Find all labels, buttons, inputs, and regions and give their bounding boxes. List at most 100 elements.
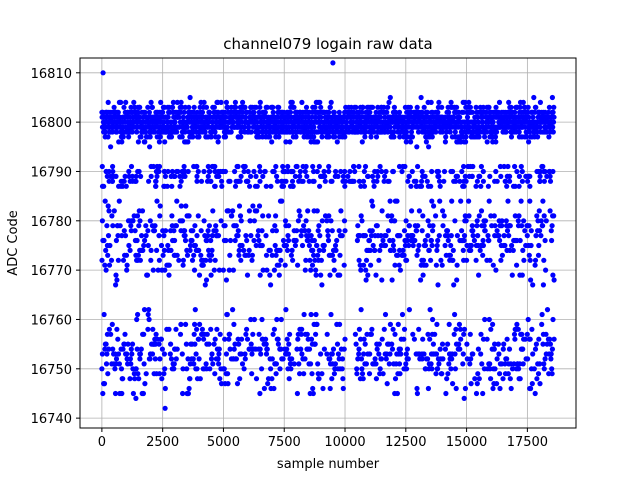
data-point	[232, 168, 238, 175]
data-point	[401, 326, 408, 332]
data-point	[387, 124, 393, 130]
data-point	[302, 356, 308, 362]
data-point	[548, 351, 554, 357]
data-point	[525, 356, 531, 362]
data-point	[501, 163, 507, 170]
data-point	[267, 134, 273, 140]
data-point	[485, 183, 491, 189]
data-point	[378, 233, 384, 239]
data-point	[433, 213, 439, 219]
data-point	[436, 233, 442, 239]
data-point	[266, 213, 272, 219]
data-point	[437, 183, 443, 189]
data-point	[280, 163, 286, 170]
data-point	[115, 336, 121, 342]
data-point	[326, 168, 332, 175]
data-point	[546, 134, 552, 140]
data-point	[482, 228, 488, 234]
data-point	[114, 129, 120, 135]
data-point	[109, 129, 115, 135]
data-point	[463, 139, 469, 145]
data-point	[143, 371, 149, 377]
data-point	[537, 361, 543, 367]
data-point	[392, 376, 399, 382]
data-point	[206, 168, 212, 175]
data-point	[512, 213, 518, 219]
data-point	[331, 109, 337, 115]
data-point	[152, 129, 158, 135]
data-point	[446, 321, 452, 327]
data-point	[534, 213, 540, 219]
data-point	[462, 213, 468, 219]
data-point	[243, 114, 249, 120]
data-point	[159, 346, 165, 352]
data-point	[176, 257, 182, 263]
data-point	[312, 104, 318, 110]
data-point	[356, 257, 362, 263]
data-point	[292, 173, 298, 179]
data-point	[130, 390, 136, 397]
data-point	[416, 326, 422, 332]
data-point	[519, 178, 526, 184]
data-point	[242, 104, 248, 110]
data-point	[383, 233, 389, 239]
data-point	[179, 351, 185, 357]
data-point	[338, 168, 344, 175]
data-point	[233, 104, 239, 110]
data-point	[369, 326, 375, 332]
data-point	[424, 178, 430, 184]
data-point	[273, 213, 279, 219]
data-point	[141, 361, 147, 367]
data-point	[327, 356, 333, 362]
data-point	[257, 390, 263, 397]
data-point	[239, 361, 246, 367]
data-point	[302, 228, 308, 234]
data-point	[340, 173, 346, 179]
data-point	[192, 223, 198, 229]
data-point	[427, 336, 433, 342]
data-point	[236, 247, 242, 253]
data-point	[273, 163, 279, 170]
data-point	[166, 272, 172, 278]
data-point	[165, 114, 171, 120]
data-point	[541, 257, 547, 263]
data-point	[172, 237, 178, 244]
data-point	[294, 390, 300, 397]
data-point	[202, 129, 208, 135]
data-point	[397, 233, 403, 239]
data-point	[130, 218, 136, 224]
data-point	[245, 168, 251, 175]
data-point	[396, 109, 403, 115]
data-point	[317, 99, 323, 105]
data-point	[435, 366, 441, 372]
data-point	[342, 336, 348, 342]
data-point	[536, 208, 542, 214]
data-point	[472, 376, 478, 382]
data-point	[168, 356, 175, 362]
data-point	[183, 341, 189, 347]
data-point	[337, 252, 343, 258]
data-point	[505, 163, 511, 170]
data-point	[317, 233, 323, 239]
data-point	[122, 173, 128, 179]
data-point	[206, 223, 212, 229]
data-point	[237, 376, 243, 382]
data-point	[331, 371, 337, 377]
data-point	[475, 233, 481, 239]
data-point	[406, 173, 412, 179]
data-point	[391, 129, 397, 135]
data-point	[461, 237, 467, 244]
data-point	[493, 267, 499, 273]
data-point	[226, 267, 232, 273]
data-point	[511, 331, 518, 337]
data-point	[127, 247, 133, 253]
data-point	[196, 247, 202, 253]
data-point	[99, 351, 105, 357]
data-point	[506, 233, 512, 239]
data-point	[474, 178, 480, 184]
data-point	[446, 361, 452, 367]
data-point	[452, 218, 458, 224]
data-point	[180, 168, 187, 175]
data-point	[105, 233, 112, 239]
data-point	[439, 371, 445, 377]
